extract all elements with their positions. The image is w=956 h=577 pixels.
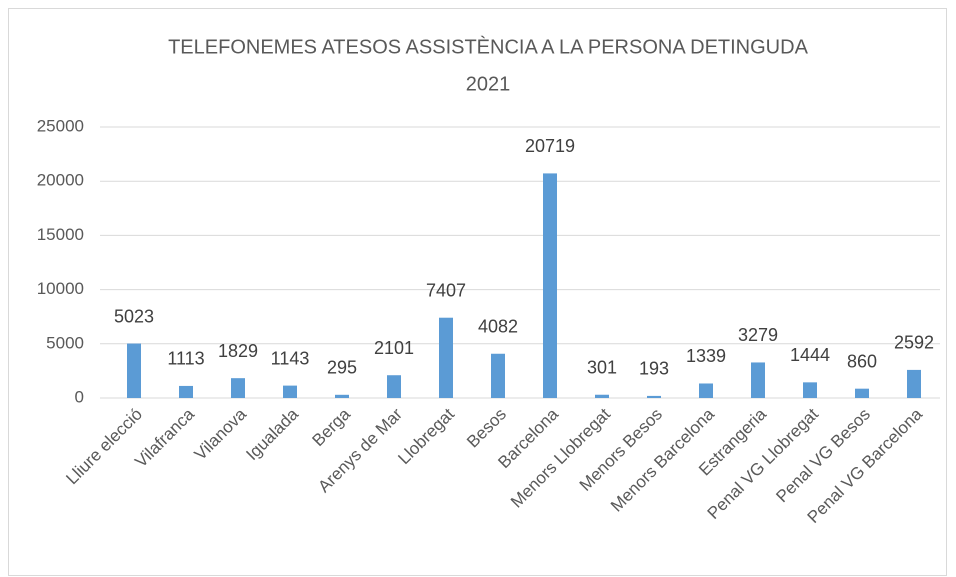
- bar: [335, 394, 349, 398]
- data-label: 301: [587, 357, 617, 377]
- bar: [803, 382, 817, 398]
- chart-border: [8, 8, 947, 576]
- data-label: 1829: [218, 341, 258, 361]
- y-tick-label: 25000: [37, 116, 84, 135]
- bar: [699, 383, 713, 398]
- bar: [907, 369, 921, 398]
- bar: [491, 353, 505, 398]
- bar: [283, 385, 297, 398]
- bar: [595, 394, 609, 398]
- bar: [647, 395, 661, 398]
- bar: [231, 378, 245, 398]
- bar: [179, 385, 193, 398]
- y-tick-label: 10000: [37, 279, 84, 298]
- bar: [543, 173, 557, 398]
- data-label: 1113: [167, 349, 204, 369]
- y-tick-label: 5000: [46, 333, 84, 352]
- data-label: 20719: [525, 136, 575, 156]
- y-tick-label: 15000: [37, 225, 84, 244]
- chart-subtitle: 2021: [466, 73, 511, 95]
- data-label: 193: [639, 359, 669, 379]
- bar: [387, 375, 401, 398]
- y-tick-label: 0: [75, 387, 84, 406]
- data-label: 5023: [114, 306, 154, 326]
- data-label: 7407: [426, 280, 466, 300]
- bar: [439, 317, 453, 398]
- bar: [751, 362, 765, 398]
- bar: [127, 343, 141, 398]
- y-tick-label: 20000: [37, 171, 84, 190]
- data-label: 1143: [271, 348, 310, 368]
- data-label: 860: [847, 351, 877, 371]
- bar: [855, 388, 869, 398]
- data-label: 1444: [790, 345, 830, 365]
- chart-title: TELEFONEMES ATESOS ASSISTÈNCIA A LA PERS…: [168, 35, 808, 58]
- data-label: 295: [327, 358, 357, 378]
- data-label: 2101: [374, 338, 414, 358]
- data-label: 1339: [686, 346, 726, 366]
- data-label: 4082: [478, 317, 518, 337]
- data-label: 2592: [894, 333, 934, 353]
- data-label: 3279: [738, 325, 778, 345]
